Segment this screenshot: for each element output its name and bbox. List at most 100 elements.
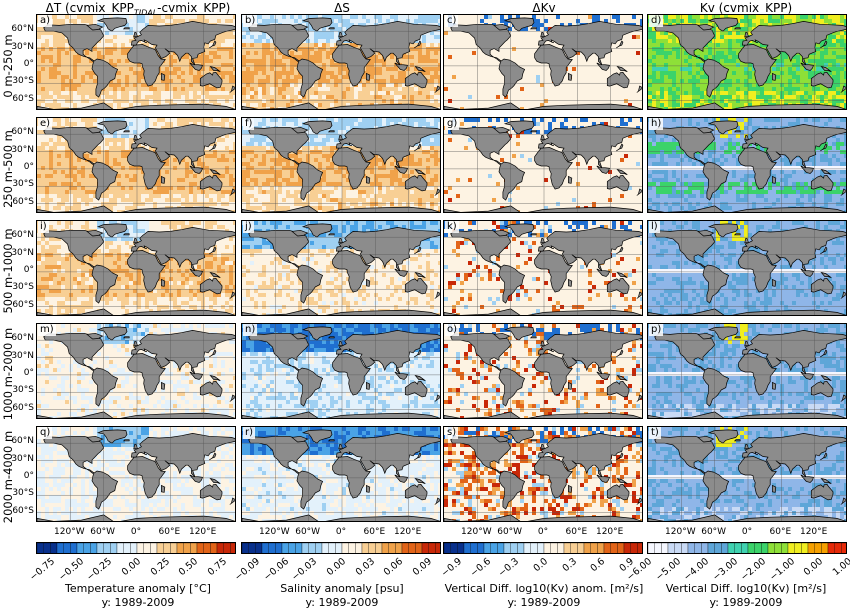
field-cell: [744, 99, 748, 103]
field-cell: [516, 91, 520, 95]
field-cell: [664, 95, 668, 99]
field-cell: [270, 55, 274, 59]
field-cell: [600, 95, 604, 99]
field-cell: [61, 43, 65, 47]
field-cell: [274, 87, 278, 91]
field-cell: [452, 35, 456, 39]
field-cell: [282, 91, 286, 95]
field-cell: [820, 51, 824, 55]
field-cell: [410, 87, 414, 91]
field-cell: [548, 23, 552, 27]
field-cell: [109, 35, 113, 39]
field-cell: [520, 99, 524, 103]
field-cell: [708, 99, 712, 103]
field-cell: [282, 103, 286, 107]
field-cell: [548, 99, 552, 103]
field-cell: [736, 35, 740, 39]
field-cell: [792, 91, 796, 95]
field-cell: [422, 47, 426, 51]
field-cell: [484, 99, 488, 103]
field-cell: [209, 91, 213, 95]
field-cell: [664, 47, 668, 51]
field-cell: [620, 55, 624, 59]
field-cell: [452, 47, 456, 51]
field-cell: [460, 47, 464, 51]
field-cell: [318, 43, 322, 47]
field-cell: [480, 79, 484, 83]
field-cell: [524, 47, 528, 51]
field-cell: [456, 79, 460, 83]
field-cell: [756, 15, 760, 19]
field-cell: [266, 83, 270, 87]
field-cell: [185, 71, 189, 75]
field-cell: [524, 79, 528, 83]
field-cell: [185, 79, 189, 83]
field-cell: [169, 83, 173, 87]
field-cell: [85, 79, 89, 83]
field-cell: [788, 71, 792, 75]
field-cell: [53, 75, 57, 79]
field-cell: [676, 51, 680, 55]
field-cell: [612, 95, 616, 99]
field-cell: [788, 95, 792, 99]
field-cell: [828, 95, 832, 99]
field-cell: [720, 99, 724, 103]
field-cell: [374, 99, 378, 103]
field-cell: [426, 95, 430, 99]
field-cell: [768, 83, 772, 87]
field-cell: [366, 99, 370, 103]
field-cell: [370, 19, 374, 23]
field-cell: [456, 95, 460, 99]
field-cell: [85, 87, 89, 91]
field-cell: [784, 71, 788, 75]
field-cell: [636, 67, 640, 71]
field-cell: [326, 43, 330, 47]
field-cell: [624, 39, 628, 43]
field-cell: [592, 63, 596, 67]
field-cell: [588, 63, 592, 67]
field-cell: [189, 75, 193, 79]
field-cell: [410, 51, 414, 55]
field-cell: [636, 35, 640, 39]
field-cell: [772, 19, 776, 23]
field-cell: [620, 59, 624, 63]
field-cell: [660, 71, 664, 75]
field-cell: [544, 15, 548, 19]
field-cell: [209, 99, 213, 103]
field-cell: [169, 15, 173, 19]
field-cell: [780, 91, 784, 95]
field-cell: [688, 59, 692, 63]
field-cell: [189, 15, 193, 19]
field-cell: [282, 79, 286, 83]
field-cell: [548, 91, 552, 95]
field-cell: [318, 31, 322, 35]
field-cell: [584, 71, 588, 75]
field-cell: [274, 95, 278, 99]
field-cell: [258, 59, 262, 63]
field-cell: [468, 83, 472, 87]
field-cell: [173, 95, 177, 99]
field-cell: [374, 79, 378, 83]
field-cell: [704, 99, 708, 103]
field-cell: [664, 43, 668, 47]
field-cell: [65, 15, 69, 19]
field-cell: [608, 55, 612, 59]
field-cell: [792, 71, 796, 75]
field-cell: [488, 83, 492, 87]
field-cell: [434, 59, 438, 63]
field-cell: [468, 63, 472, 67]
field-cell: [792, 67, 796, 71]
field-cell: [612, 51, 616, 55]
field-cell: [692, 63, 696, 67]
field-cell: [728, 91, 732, 95]
field-cell: [744, 19, 748, 23]
field-cell: [330, 39, 334, 43]
field-cell: [836, 71, 840, 75]
field-cell: [213, 63, 217, 67]
field-cell: [692, 59, 696, 63]
field-cell: [672, 95, 676, 99]
field-cell: [306, 95, 310, 99]
field-cell: [426, 99, 430, 103]
field-cell: [121, 91, 125, 95]
field-cell: [338, 95, 342, 99]
